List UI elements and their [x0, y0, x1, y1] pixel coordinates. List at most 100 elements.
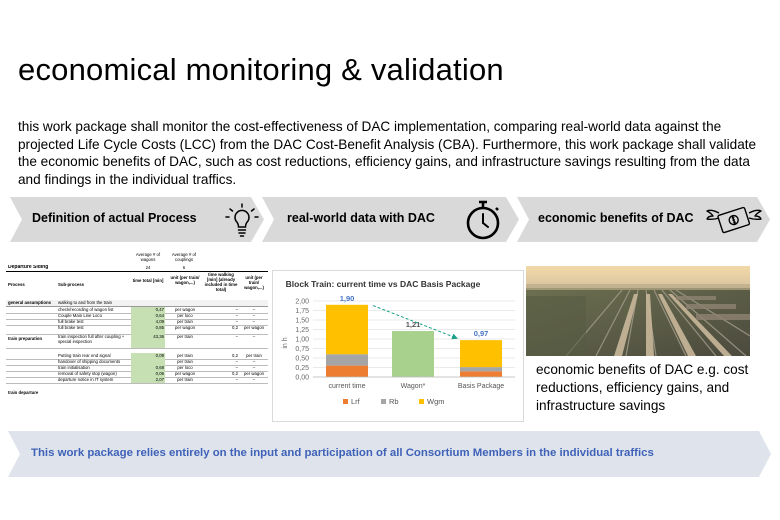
group-label: train preparation — [8, 336, 43, 341]
legend-label-rb: Rb — [389, 397, 399, 406]
stopwatch-icon — [461, 197, 505, 243]
table-header-row: Process Sub-process time total [min] uni… — [6, 272, 268, 301]
unit-cell: per wagon — [174, 307, 196, 312]
bar-segment-lrf — [326, 365, 368, 377]
legend-swatch-rb — [381, 399, 386, 404]
x-category-label: Wagon* — [401, 383, 426, 390]
table-section-title: Departure Siding — [8, 265, 49, 270]
time-total-cell: 0,64 — [131, 313, 165, 319]
footer-text: This work package relies entirely on the… — [31, 447, 654, 459]
slide-description: this work package shall monitor the cost… — [18, 119, 757, 187]
walking-time-cell: 0,2 — [232, 325, 238, 330]
y-tick-label: 0,25 — [295, 365, 309, 372]
y-tick-label: 1,25 — [295, 327, 309, 334]
walking-time-cell: 0,2 — [232, 353, 238, 358]
y-tick-label: 2,00 — [295, 299, 309, 306]
unit2-cell: per wagon — [243, 325, 265, 330]
th-unit: unit (per train/ wagon,...) — [170, 275, 200, 285]
lightbulb-icon — [222, 200, 262, 240]
table-row: departure notice in IT system 2,07 per tra… — [6, 377, 268, 384]
time-total-cell: 0,09 — [131, 353, 165, 359]
sub-process-cell: train inspection full after coupling + s… — [58, 334, 125, 344]
unit2-cell: – — [252, 377, 256, 382]
sub-process-cell: full brake test — [58, 319, 84, 324]
time-total-cell: 4,09 — [131, 319, 165, 325]
walking-time-cell: – — [235, 334, 238, 339]
sub-process-cell: departure notice in IT system — [58, 377, 114, 382]
rail-yard-aerial-photo — [526, 266, 751, 357]
time-total-cell: 0,85 — [131, 325, 165, 334]
th-process: Process — [8, 282, 25, 287]
bar-total-label: 1,90 — [340, 294, 355, 303]
legend-swatch-lrf — [343, 399, 348, 404]
y-tick-label: 0,50 — [295, 356, 309, 363]
unit-cell: per wagon — [174, 325, 196, 330]
time-total-cell — [131, 359, 165, 365]
sub-process-cell: walking to and from the train — [58, 300, 112, 305]
sub-process-cell: removal of safety stop (wagon) — [58, 371, 117, 376]
table-rule — [6, 271, 268, 272]
block-train-chart: Block Train: current time vs DAC Basis P… — [272, 270, 524, 422]
group-label: train departure — [8, 390, 39, 395]
unit-cell: per train — [177, 377, 193, 382]
benefit-text: economic benefits of DAC e.g. cost reduc… — [536, 362, 749, 413]
walking-time-cell: – — [235, 313, 238, 318]
group-row-general: general assumptions walking to and from … — [6, 300, 268, 307]
walking-time-cell: – — [235, 359, 238, 364]
trend-arrow — [372, 305, 458, 340]
walking-time-cell: 0,2 — [232, 371, 238, 376]
x-category-label: current time — [329, 383, 366, 390]
process-arrow-economic: economic benefits of DAC — [517, 197, 770, 242]
table-row: train inspection full after coupling + s… — [6, 334, 268, 349]
block-train-chart-svg: Block Train: current time vs DAC Basis P… — [282, 279, 515, 406]
process-arrow-label: real-world data with DAC — [287, 211, 435, 225]
time-total-cell: 0,47 — [131, 307, 165, 313]
th-time-total: time total [min] — [132, 278, 164, 283]
sub-process-cell: Couple Main Line Loco — [58, 313, 102, 318]
bar-segment-wgm — [326, 304, 368, 355]
sub-process-cell: handover of shipping documents — [58, 359, 121, 364]
th-time-walking: time walking [min] (already included in … — [204, 272, 238, 292]
walking-time-cell: – — [235, 365, 238, 370]
th-subprocess: Sub-process — [58, 282, 85, 287]
sub-process-cell: Putting train rear end signal — [58, 353, 111, 358]
unit2-cell: – — [252, 365, 256, 370]
chart-title: Block Train: current time vs DAC Basis P… — [286, 279, 481, 289]
unit-cell: per loco — [177, 365, 193, 370]
bar-segment-lrf — [460, 371, 502, 377]
process-arrow-label: economic benefits of DAC — [538, 211, 694, 225]
bar-total-label: 0,97 — [474, 329, 489, 338]
footer-banner: This work package relies entirely on the… — [8, 431, 771, 477]
bar-segment-rb — [326, 354, 368, 366]
bar-segment-wgm — [460, 340, 502, 368]
legend-label-lrf: Lrf — [351, 397, 361, 406]
th-unit2: unit (per train/ wagon,...) — [244, 275, 264, 290]
header-avg-wagons: Average # of wagons — [135, 252, 161, 262]
unit2-cell: – — [252, 319, 256, 324]
sub-process-cell: check/recording of wagon list — [58, 307, 114, 312]
bar-wagon- — [392, 331, 434, 377]
y-tick-label: 0,75 — [295, 346, 309, 353]
walking-time-cell: – — [235, 307, 238, 312]
unit2-cell: – — [252, 313, 256, 318]
time-total-cell: 43,36 — [131, 334, 165, 348]
process-arrow-real-world: real-world data with DAC — [262, 197, 519, 242]
y-tick-label: 1,00 — [295, 337, 309, 344]
process-arrow-definition: Definition of actual Process — [10, 197, 264, 242]
sub-process-cell: full brake test — [58, 325, 84, 330]
y-tick-label: 1,50 — [295, 318, 309, 325]
time-total-cell: 0,68 — [131, 365, 165, 371]
process-arrow-label: Definition of actual Process — [32, 211, 197, 225]
unit2-cell: per train — [246, 353, 262, 358]
avg-wagons-value: 24 — [145, 265, 151, 270]
bar-segment-rb — [460, 367, 502, 372]
process-time-table: Average # of wagons 24 Average # of coup… — [6, 252, 268, 418]
time-total-cell: 2,07 — [131, 377, 165, 383]
y-axis-label: in h — [282, 337, 289, 348]
bar-total-label: 1,21 — [406, 320, 421, 329]
unit2-cell: per wagon — [243, 371, 265, 376]
slide-title: economical monitoring & validation — [18, 52, 504, 87]
header-avg-couplings: Average # of couplings — [171, 252, 197, 262]
group-label: general assumptions — [8, 300, 51, 305]
x-category-label: Basis Package — [458, 383, 504, 390]
